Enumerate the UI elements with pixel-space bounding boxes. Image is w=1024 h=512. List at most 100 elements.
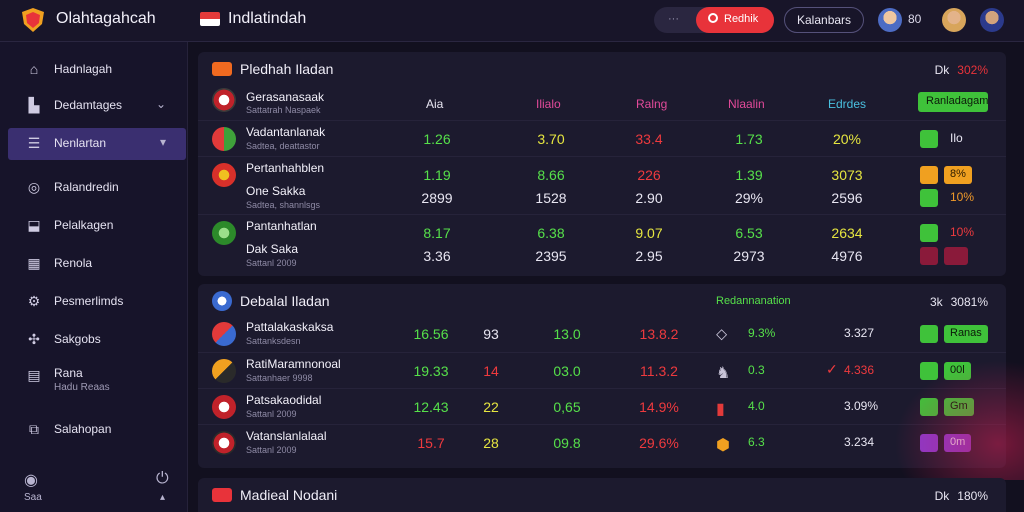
odds-cell[interactable]: 09.8 (553, 435, 581, 451)
table-row[interactable]: Patsakaodidal Sattanl 2009 12.43 22 0,65… (198, 388, 1006, 424)
odds-cell[interactable]: 8.66 (537, 167, 565, 183)
team-crest-icon (212, 322, 236, 346)
odds-cell[interactable]: 15.7 (417, 435, 445, 451)
accounts-label: Kalanbars (797, 13, 852, 27)
odds-cell[interactable]: 0,65 (553, 399, 581, 415)
team-name: Pantanhatlan (246, 219, 317, 233)
odds-cell[interactable]: 14.9% (639, 399, 679, 415)
odds-cell[interactable]: 1528 (535, 190, 567, 206)
panel-title: Debalal Iladan (240, 293, 330, 309)
sidebar-item-home[interactable]: ⌂ Hadnlagah (8, 54, 186, 84)
home-icon: ⌂ (29, 61, 39, 77)
sidebar-item-tools[interactable]: ✣ Sakgobs (8, 324, 186, 354)
sidebar-item-label: Dedamtages (54, 98, 123, 112)
list-icon: ☰ (27, 135, 41, 151)
odds-cell[interactable]: 1.19 (423, 167, 451, 183)
odds-cell[interactable]: 2.95 (635, 248, 663, 264)
odds-cell[interactable]: 13.0 (553, 326, 581, 342)
odds-cell[interactable]: 20% (832, 131, 862, 147)
odds-cell[interactable]: 13.8.2 (639, 326, 679, 342)
odds-cell[interactable]: 9.07 (635, 225, 663, 241)
team-name: Vadantanlanak (246, 125, 326, 139)
sidebar-item-label: Renola (54, 256, 93, 270)
odds-cell[interactable]: 2973 (733, 248, 765, 264)
avatar[interactable] (942, 8, 966, 32)
sidebar-item-calendar[interactable]: ▦ Renola (8, 248, 186, 278)
column-header[interactable]: Ralng (636, 97, 668, 111)
column-header[interactable]: Edrdes (828, 97, 867, 111)
column-header[interactable]: Ilialo (536, 97, 561, 111)
odds-cell[interactable]: 3073 (831, 167, 863, 183)
odds-cell[interactable]: 29.6% (639, 435, 679, 451)
search-input[interactable]: ··· Redhik (654, 7, 774, 33)
odds-cell[interactable]: 16.56 (413, 326, 449, 342)
odds-cell[interactable]: 8.17 (423, 225, 451, 241)
odds-cell[interactable]: 33.4 (635, 131, 663, 147)
row-percent: 4.0 (748, 399, 765, 413)
cta-button[interactable]: Ranladagam (918, 92, 988, 112)
odds-cell[interactable]: 4976 (831, 248, 863, 264)
odds-cell[interactable]: 19.33 (413, 363, 449, 379)
chevron-up-icon[interactable]: ▴ (160, 492, 166, 503)
power-icon[interactable]: ⏻ (156, 470, 169, 487)
odds-cell[interactable]: 6.38 (537, 225, 565, 241)
search-button[interactable]: Redhik (696, 7, 774, 33)
odds-cell[interactable]: 28 (483, 435, 499, 451)
table-row[interactable]: One Sakka Sadtea, shannlsgs 2899 1528 2.… (198, 182, 1006, 218)
action-button[interactable]: Ranas (944, 325, 988, 343)
odds-cell[interactable]: 6.53 (735, 225, 763, 241)
odds-cell[interactable]: 14 (483, 363, 499, 379)
odds-cell[interactable]: 2596 (831, 190, 863, 206)
table-row[interactable]: Pertanhahblen 1.19 8.66 226 1.39 3073 8% (198, 156, 1006, 192)
summary-label: 3k (929, 295, 943, 309)
odds-cell[interactable]: 2634 (831, 225, 863, 241)
user-circle-icon[interactable]: ◉ (24, 472, 38, 489)
summary-label: Dk (934, 489, 950, 503)
odds-cell[interactable]: 2395 (535, 248, 567, 264)
row-number: 3.327 (844, 326, 875, 340)
team-subtitle: Sattanl 2009 (246, 445, 297, 455)
odds-cell[interactable]: 93 (483, 326, 499, 342)
odds-cell[interactable]: 2.90 (635, 190, 663, 206)
odds-cell[interactable]: 3.36 (423, 248, 451, 264)
table-row[interactable]: Dak Saka Sattanl 2009 3.36 2395 2.95 297… (198, 240, 1006, 276)
row-percent: 0.3 (748, 363, 765, 377)
tail-badge[interactable]: 8% (944, 166, 972, 184)
odds-cell[interactable]: 2899 (421, 190, 453, 206)
team-name[interactable]: Gerasanasaak (246, 90, 325, 104)
odds-cell[interactable]: 1.26 (423, 131, 451, 147)
panel-summary: Dk 180% (935, 489, 988, 503)
odds-cell[interactable]: 12.43 (413, 399, 449, 415)
odds-cell[interactable]: 3.70 (537, 131, 565, 147)
table-row[interactable]: Vatanslanlalaal Sattanl 2009 15.7 28 09.… (198, 424, 1006, 460)
odds-cell[interactable]: 11.3.2 (640, 363, 678, 379)
odds-cell[interactable]: 1.73 (735, 131, 763, 147)
avatar[interactable] (878, 8, 902, 32)
column-header[interactable]: Aia (426, 97, 444, 111)
avatar[interactable] (980, 8, 1004, 32)
sidebar-item-building[interactable]: ▙ Dedamtages ⌄ (8, 90, 186, 120)
odds-cell[interactable]: 29% (734, 190, 764, 206)
sidebar-item-reports[interactable]: ▤ Rana Hadu Reaas (8, 360, 186, 400)
sidebar-item-stack[interactable]: ⧉ Salahopan (8, 414, 186, 444)
sidebar-item-settings[interactable]: ⚙ Pesmerlimds (8, 286, 186, 316)
odds-cell[interactable]: 1.39 (735, 167, 763, 183)
table-row[interactable]: Vadantanlanak Sadtea, deattastor 1.26 3.… (198, 120, 1006, 156)
table-row[interactable]: RatiMaramnonoal Sattanhaer 9998 19.33 14… (198, 352, 1006, 388)
tag-icon: ⬓ (27, 217, 41, 233)
table-row[interactable]: Pattalakaskaksa Sattanksdesn 16.56 93 13… (198, 316, 1006, 352)
row-percent: 6.3 (748, 435, 765, 449)
notification-count: 80 (908, 12, 922, 26)
accounts-button[interactable]: Kalanbars (784, 7, 864, 33)
sidebar-item-chat[interactable]: ◎ Ralandredin (8, 172, 186, 202)
odds-cell[interactable]: 226 (637, 167, 661, 183)
sidebar-item-label: Nenlartan (54, 136, 107, 150)
team-crest-icon (212, 431, 236, 455)
sidebar-item-tag[interactable]: ⬓ Pelalkagen (8, 210, 186, 240)
panel-summary: Dk 302% (935, 63, 988, 77)
table-row[interactable]: Pantanhatlan 8.17 6.38 9.07 6.53 2634 10… (198, 214, 1006, 250)
odds-cell[interactable]: 22 (483, 399, 499, 415)
sidebar-item-list[interactable]: ☰ Nenlartan ▾ (8, 128, 186, 160)
column-header[interactable]: Nlaalin (728, 97, 765, 111)
odds-cell[interactable]: 03.0 (553, 363, 581, 379)
